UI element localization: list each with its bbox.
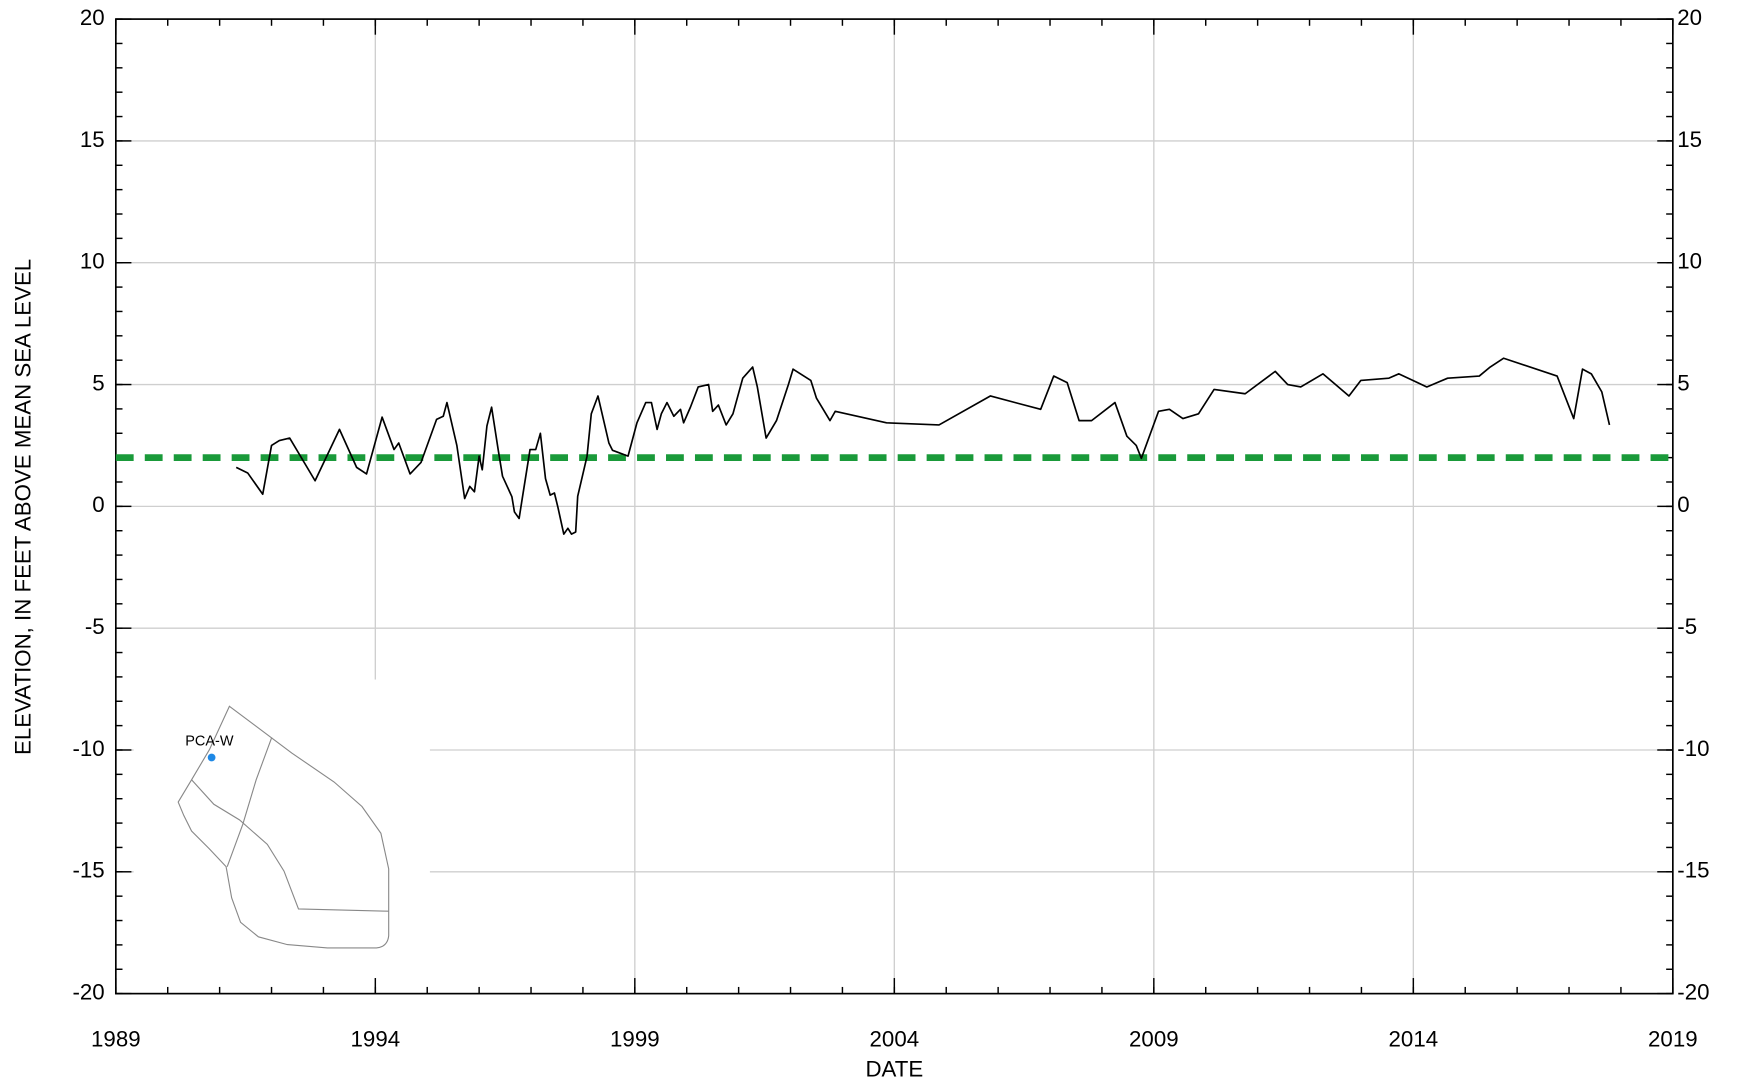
y-tick-label: 5: [92, 370, 104, 395]
inset-map: PCA-W: [133, 679, 430, 983]
x-tick-label: 1989: [91, 1026, 141, 1051]
x-axis-label: DATE: [865, 1056, 923, 1081]
x-tick-label: 2009: [1129, 1026, 1179, 1051]
y-tick-label: -15: [73, 858, 105, 883]
y2-tick-label: -15: [1677, 858, 1709, 883]
y-tick-label: 20: [80, 5, 105, 30]
y-tick-label: -10: [73, 736, 105, 761]
map-road: [226, 737, 273, 867]
well-marker: [207, 753, 216, 762]
y2-tick-label: -5: [1677, 614, 1697, 639]
map-road: [191, 779, 389, 912]
inset-background: [133, 679, 430, 983]
y2-tick-label: -20: [1677, 980, 1709, 1005]
well-label: PCA-W: [185, 734, 234, 750]
y-tick-label: 15: [80, 127, 105, 152]
y2-tick-label: -10: [1677, 736, 1709, 761]
y-tick-label: 0: [92, 492, 104, 517]
data-line: [235, 357, 1611, 535]
y2-tick-label: 10: [1677, 249, 1702, 274]
x-tick-label: 2014: [1389, 1026, 1439, 1051]
y-tick-label: 10: [80, 249, 105, 274]
map-outline: [177, 705, 390, 949]
y-tick-label: -5: [85, 614, 105, 639]
x-tick-label: 1994: [351, 1026, 401, 1051]
y2-tick-label: 0: [1677, 492, 1689, 517]
x-tick-label: 1999: [610, 1026, 660, 1051]
x-tick-label: 2019: [1648, 1026, 1698, 1051]
y2-tick-label: 5: [1677, 370, 1689, 395]
x-tick-label: 2004: [870, 1026, 920, 1051]
y-tick-label: -20: [73, 980, 105, 1005]
y2-tick-label: 20: [1677, 5, 1702, 30]
y2-tick-label: 15: [1677, 127, 1702, 152]
y-axis-label: ELEVATION, IN FEET ABOVE MEAN SEA LEVEL: [10, 259, 35, 755]
